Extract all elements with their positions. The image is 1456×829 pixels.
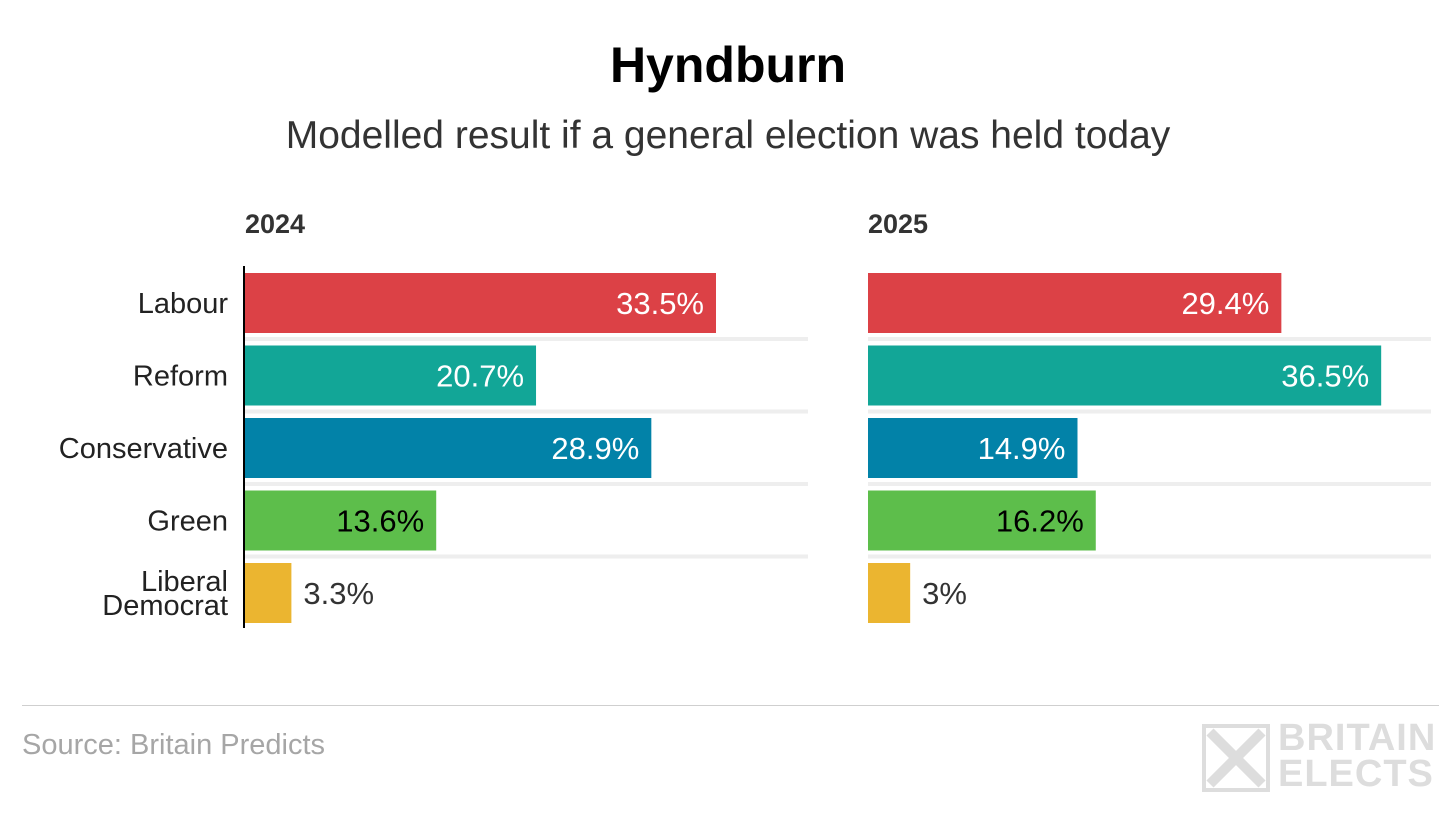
- category-label-conservative: Conservative: [59, 433, 228, 465]
- data-label-2024-liberal-democrat: 3.3%: [303, 576, 374, 611]
- bar-2025-green: [868, 490, 1096, 551]
- category-label-labour: Labour: [138, 288, 229, 320]
- data-label-2025-conservative: 14.9%: [978, 431, 1066, 466]
- chart-title: Hyndburn: [609, 37, 847, 93]
- data-label-2024-labour: 33.5%: [616, 286, 704, 321]
- britain-elects-logo: BRITAIN ELECTS: [1202, 719, 1442, 796]
- category-label-green: Green: [147, 506, 228, 538]
- panel-title-2024: 2024: [245, 209, 305, 239]
- bar-2025-liberal-democrat: [868, 563, 911, 623]
- category-label-liberal-democrat-line-2: Democrat: [102, 590, 228, 622]
- category-label-reform: Reform: [133, 361, 228, 393]
- britain-elects-logo-icon: [1202, 724, 1270, 792]
- row-separator-2024-labour: [245, 337, 808, 341]
- data-label-2024-conservative: 28.9%: [551, 431, 639, 466]
- britain-elects-logo-text: BRITAIN ELECTS: [1278, 717, 1437, 795]
- bar-2025-labour: [868, 273, 1282, 333]
- row-separator-2025-labour: [868, 337, 1431, 341]
- bar-2024-conservative: [245, 418, 652, 478]
- row-separator-2025-green: [868, 554, 1431, 559]
- row-separator-2024-reform: [245, 409, 808, 414]
- chart-subtitle: Modelled result if a general election wa…: [285, 114, 1171, 157]
- data-label-2024-reform: 20.7%: [436, 359, 524, 394]
- bar-chart: Labour Reform Conservative Green LiberalDemo…: [59, 209, 1431, 628]
- data-label-2025-liberal-democrat: 3%: [922, 576, 967, 611]
- row-separator-2024-conservative: [245, 482, 808, 486]
- category-label-liberal-democrat-line-1: Liberal: [141, 566, 228, 598]
- bar-2024-reform: [245, 345, 537, 406]
- data-label-2025-labour: 29.4%: [1181, 286, 1269, 321]
- data-label-2025-reform: 36.5%: [1281, 359, 1369, 394]
- bar-2025-conservative: [868, 418, 1078, 478]
- source-note: Source: Britain Predicts: [22, 729, 326, 761]
- bar-2025-reform: [868, 345, 1382, 406]
- bar-2024-liberal-democrat: [245, 563, 292, 623]
- panel-title-2025: 2025: [868, 209, 928, 239]
- row-separator-2025-conservative: [868, 482, 1431, 486]
- footer-divider: [22, 705, 1439, 706]
- data-label-2025-green: 16.2%: [996, 504, 1084, 539]
- row-separator-2025-reform: [868, 409, 1431, 414]
- row-separator-2024-green: [245, 554, 808, 559]
- bar-2024-green: [245, 490, 437, 551]
- bar-2024-labour: [245, 273, 716, 333]
- data-label-2024-green: 13.6%: [336, 504, 424, 539]
